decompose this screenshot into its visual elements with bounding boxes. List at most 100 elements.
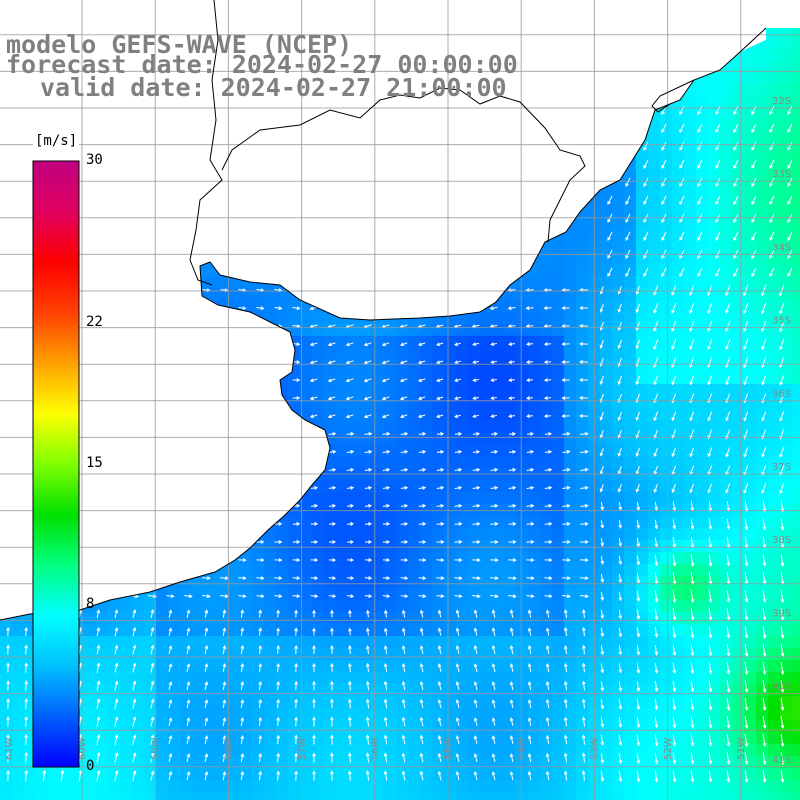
wind-arrow [417,378,426,383]
wind-arrow [743,302,749,315]
wind-arrow [526,486,535,490]
wind-arrow [186,663,191,673]
wind-arrow [472,504,481,508]
wind-arrow [309,378,318,383]
wind-arrow [96,662,101,673]
wind-arrow [345,396,354,401]
wind-arrow [672,698,677,711]
wind-arrow [240,645,245,655]
wind-arrow [636,501,641,512]
wind-arrow [617,286,622,295]
wind-arrow [490,540,499,544]
wind-arrow [672,554,677,567]
wind-arrow [346,468,355,472]
longitude-label: 58W [224,737,235,760]
wind-arrow [168,609,173,618]
wind-arrow [751,267,757,278]
wind-arrow [292,540,301,544]
wind-arrow [292,594,301,598]
wind-arrow [96,644,101,655]
wind-arrow [779,338,785,351]
wind-arrow [527,644,532,655]
wind-arrow [24,644,29,655]
wind-arrow [689,483,695,494]
wind-arrow [276,644,281,655]
wind-arrow [168,717,173,727]
wind-arrow [561,414,570,418]
wind-arrow [543,306,552,310]
wind-arrow [780,734,785,747]
wind-arrow [635,447,640,457]
wind-arrow [346,558,355,562]
wind-arrow [744,698,749,711]
wind-arrow [617,484,622,493]
wind-arrow [671,285,677,296]
wind-arrow [256,594,265,599]
wind-arrow [654,734,659,747]
wind-arrow [780,770,785,783]
wind-arrow [204,681,209,691]
wind-arrow [455,717,460,727]
wind-arrow [707,356,713,368]
wind-arrow [240,734,245,745]
wind-arrow [690,626,695,639]
wind-arrow [382,540,391,544]
wind-arrow [545,752,550,763]
wind-arrow [328,522,337,526]
wind-arrow [400,432,409,436]
wind-arrow [780,698,785,711]
wind-arrow [383,698,388,709]
wind-arrow [437,663,442,673]
wind-arrow [618,663,623,674]
wind-arrow [363,378,372,383]
wind-arrow [276,752,281,763]
wind-arrow [258,644,263,655]
wind-arrow [600,645,605,656]
wind-arrow [240,699,245,708]
wind-arrow [635,429,640,440]
wind-arrow [769,141,775,152]
wind-arrow [238,594,247,599]
wind-arrow [545,662,550,673]
wind-arrow [400,522,409,526]
wind-arrow [507,306,516,310]
wind-arrow [769,105,775,116]
wind-arrow [363,396,372,401]
wind-arrow [544,522,553,526]
wind-arrow [580,594,589,599]
wind-arrow [672,770,677,783]
wind-arrow [671,447,676,458]
wind-arrow [545,770,550,781]
wind-arrow [364,576,373,580]
wind-arrow [580,431,589,436]
wind-arrow [454,414,462,418]
wind-arrow [186,717,191,727]
wind-arrow [544,594,553,598]
wind-arrow [654,770,659,783]
wind-arrow [472,432,481,436]
wind-arrow [600,699,605,710]
wind-arrow [292,306,301,311]
wind-arrow [24,698,29,709]
wind-arrow [743,483,749,494]
wind-arrow [653,447,658,458]
wind-arrow [381,414,390,419]
wind-arrow [697,177,703,188]
wind-arrow [635,339,640,350]
wind-arrow [400,504,409,508]
wind-vectors [6,105,793,783]
wind-arrow [168,699,173,709]
wind-arrow [527,752,532,763]
wind-arrow [455,735,460,745]
wind-arrow [544,486,553,490]
wind-arrow [186,770,191,781]
wind-arrow [238,558,247,562]
wind-arrow [399,396,408,401]
wind-arrow [222,662,227,673]
wind-arrow [436,468,445,472]
wind-arrow [310,576,319,580]
wind-arrow [417,360,426,365]
wind-arrow [132,609,137,619]
wind-arrow [508,468,517,472]
